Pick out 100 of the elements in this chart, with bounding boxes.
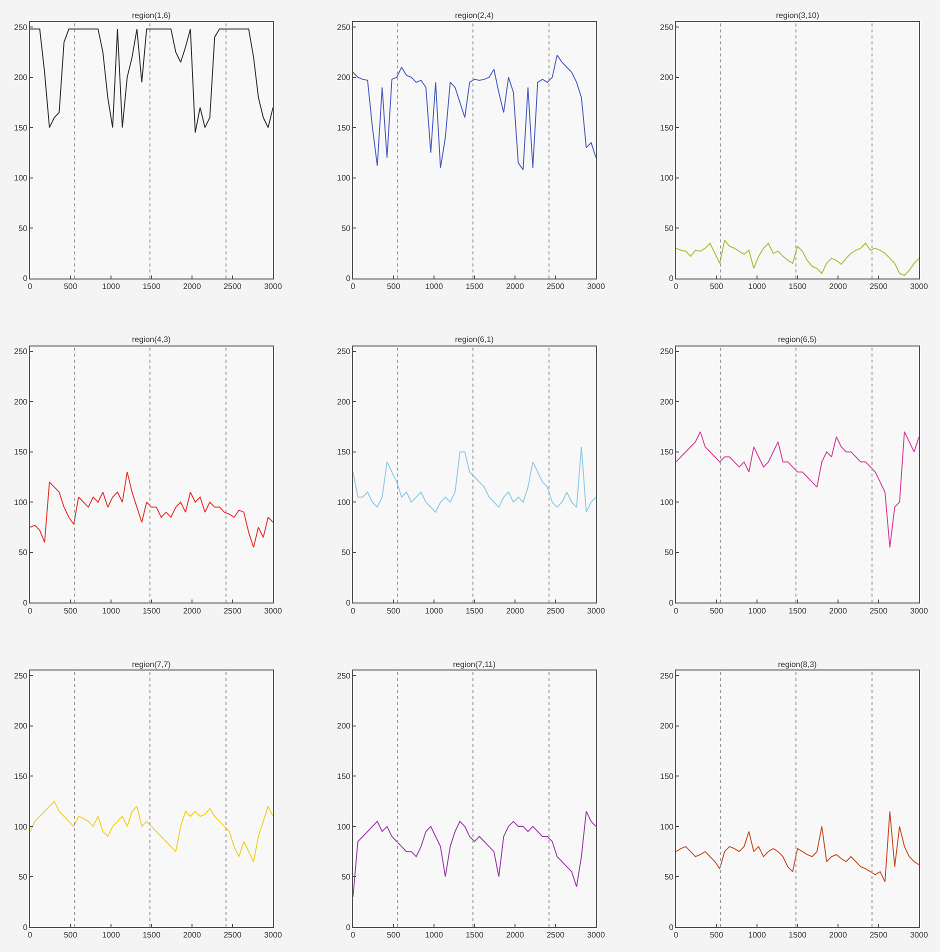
x-tick-label: 500: [710, 930, 724, 940]
y-tick-label: 0: [22, 598, 28, 608]
line-series: [30, 28, 273, 134]
x-tick-label: 3000: [910, 282, 928, 292]
x-tick-label: 1500: [466, 282, 484, 292]
x-tick-label: 1000: [425, 606, 444, 616]
x-tick-label: 1000: [748, 606, 766, 616]
y-tick-label: 100: [660, 498, 674, 507]
x-tick-label: 2000: [506, 606, 524, 616]
y-tick-label: 250: [337, 671, 351, 680]
y-tick-label: 0: [668, 922, 674, 932]
y-tick-label: 0: [22, 922, 28, 932]
x-tick-label: 1000: [425, 282, 444, 292]
chart-title: region(6,1): [455, 335, 494, 344]
chart-title: region(4,3): [132, 335, 172, 344]
x-tick-label: 2500: [870, 282, 888, 292]
y-tick-label: 50: [18, 548, 28, 558]
x-tick-label: 2500: [546, 930, 565, 940]
y-tick-label: 0: [668, 598, 674, 608]
y-tick-label: 0: [346, 922, 351, 932]
y-tick-label: 100: [14, 174, 28, 183]
y-tick-label: 250: [14, 347, 28, 356]
x-tick-label: 3000: [587, 930, 606, 940]
y-tick-label: 0: [668, 274, 674, 284]
x-tick-label: 2500: [546, 606, 565, 616]
x-tick-label: 1000: [425, 930, 444, 940]
x-tick-label: 2500: [870, 606, 888, 616]
x-tick-label: 2500: [546, 282, 565, 292]
x-tick-label: 2000: [506, 282, 524, 292]
line-series: [30, 471, 273, 548]
x-tick-label: 3000: [910, 606, 928, 616]
x-tick-label: 1500: [466, 606, 484, 616]
x-tick-label: 500: [64, 606, 78, 616]
chart-title: region(3,10): [776, 11, 820, 20]
chart-title: region(1,6): [132, 11, 172, 20]
y-tick-label: 200: [660, 73, 674, 82]
x-tick-label: 2500: [224, 606, 242, 616]
y-tick-label: 150: [14, 772, 28, 781]
y-tick-label: 200: [660, 722, 674, 731]
line-series: [676, 240, 919, 276]
y-tick-label: 100: [14, 498, 28, 507]
x-tick-label: 3000: [587, 282, 606, 292]
y-tick-label: 150: [337, 123, 351, 132]
y-tick-label: 200: [337, 73, 351, 82]
x-tick-label: 500: [386, 606, 401, 616]
y-tick-label: 150: [660, 772, 674, 781]
y-tick-label: 50: [18, 224, 28, 233]
y-tick-label: 50: [341, 872, 351, 882]
chart-title: region(2,4): [455, 11, 494, 20]
x-tick-label: 1000: [748, 282, 766, 292]
y-tick-label: 100: [660, 822, 674, 832]
x-tick-label: 500: [64, 930, 78, 940]
x-tick-label: 2000: [829, 606, 848, 616]
x-tick-label: 3000: [910, 930, 928, 940]
y-tick-label: 150: [14, 448, 28, 457]
y-tick-label: 50: [18, 872, 28, 882]
line-series: [30, 800, 273, 862]
x-tick-label: 1000: [102, 606, 120, 616]
y-tick-label: 150: [660, 123, 674, 132]
x-tick-label: 500: [64, 282, 78, 292]
y-tick-label: 150: [660, 448, 674, 457]
x-tick-label: 1000: [748, 930, 766, 940]
x-tick-label: 1500: [142, 606, 161, 616]
y-tick-label: 50: [341, 224, 351, 233]
y-tick-label: 200: [14, 73, 28, 82]
x-tick-label: 1000: [102, 930, 120, 940]
line-series: [676, 810, 919, 882]
y-tick-label: 50: [664, 548, 674, 558]
x-tick-label: 1500: [466, 930, 484, 940]
x-tick-label: 3000: [264, 606, 282, 616]
y-tick-label: 250: [337, 22, 351, 32]
x-tick-label: 500: [710, 282, 724, 292]
y-tick-label: 200: [337, 397, 351, 406]
x-tick-label: 2000: [506, 930, 524, 940]
y-tick-label: 150: [337, 448, 351, 457]
x-tick-label: 1500: [788, 606, 807, 616]
line-series: [676, 431, 919, 548]
x-tick-label: 3000: [264, 282, 282, 292]
y-tick-label: 250: [14, 22, 28, 32]
chart-title: region(8,3): [778, 660, 818, 669]
y-tick-label: 100: [660, 174, 674, 183]
y-tick-label: 250: [660, 347, 674, 356]
x-tick-label: 2500: [870, 930, 888, 940]
y-tick-label: 100: [337, 822, 351, 832]
x-tick-label: 3000: [264, 930, 282, 940]
line-series: [353, 446, 596, 513]
x-tick-label: 500: [386, 282, 401, 292]
x-tick-label: 2000: [183, 606, 202, 616]
x-tick-label: 1500: [142, 930, 161, 940]
x-tick-label: 2000: [829, 930, 848, 940]
x-tick-label: 500: [386, 930, 401, 940]
y-tick-label: 200: [660, 397, 674, 406]
y-tick-label: 0: [346, 598, 351, 608]
y-tick-label: 200: [337, 722, 351, 731]
x-tick-label: 1500: [142, 282, 161, 292]
y-tick-label: 50: [341, 548, 351, 558]
y-tick-label: 200: [14, 722, 28, 731]
y-tick-label: 200: [14, 397, 28, 406]
x-tick-label: 1000: [102, 282, 120, 292]
x-tick-label: 2000: [183, 282, 202, 292]
